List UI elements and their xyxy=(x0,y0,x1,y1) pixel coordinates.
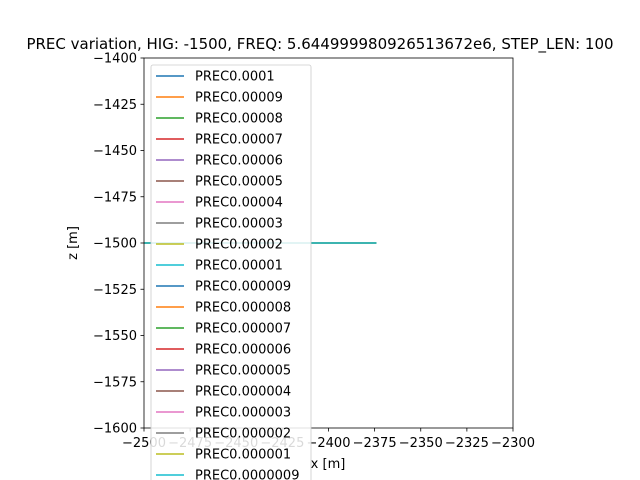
x-axis-label: x [m] xyxy=(311,457,346,472)
y-tick-label: −1525 xyxy=(93,283,137,298)
legend-entry: PREC0.000008 xyxy=(195,301,291,316)
legend-entry: PREC0.00005 xyxy=(195,175,283,190)
legend-entry: PREC0.0000009 xyxy=(195,469,299,480)
legend-entry: PREC0.00002 xyxy=(195,238,283,253)
legend-entry: PREC0.00007 xyxy=(195,133,283,148)
legend-entry: PREC0.00001 xyxy=(195,259,283,274)
legend-entry: PREC0.000005 xyxy=(195,364,291,379)
legend-entry: PREC0.000009 xyxy=(195,280,291,295)
legend-box xyxy=(150,64,312,480)
legend-entry: PREC0.000003 xyxy=(195,406,291,421)
legend-entry: PREC0.000007 xyxy=(195,322,291,337)
legend-entry: PREC0.00006 xyxy=(195,154,283,169)
y-tick-label: −1425 xyxy=(93,98,137,113)
legend-entry: PREC0.00009 xyxy=(195,91,283,106)
y-tick-label: −1600 xyxy=(93,422,137,437)
legend-entry: PREC0.00003 xyxy=(195,217,283,232)
y-tick-label: −1400 xyxy=(93,52,137,67)
legend-entry: PREC0.000002 xyxy=(195,427,291,442)
legend-entry: PREC0.00008 xyxy=(195,112,283,127)
x-tick-label: −2300 xyxy=(491,436,535,451)
y-tick-label: −1500 xyxy=(93,237,137,252)
chart-title: PREC variation, HIG: -1500, FREQ: 5.6449… xyxy=(26,35,613,54)
legend-entry: PREC0.000006 xyxy=(195,343,291,358)
legend-entry: PREC0.0001 xyxy=(195,70,275,85)
y-axis-label: z [m] xyxy=(66,226,81,260)
legend-entry: PREC0.00004 xyxy=(195,196,283,211)
legend-entry: PREC0.000001 xyxy=(195,448,291,463)
x-tick-label: −2400 xyxy=(307,436,351,451)
legend: PREC0.0001 PREC0.00009 PREC0.00008 PREC0.00… xyxy=(150,64,312,480)
y-tick-label: −1450 xyxy=(93,144,137,159)
y-axis: −1400 −1425 −1450 −1475 −1500 −1525 −1550 −1575… xyxy=(93,52,144,437)
x-tick-label: −2375 xyxy=(353,436,397,451)
x-tick-label: −2350 xyxy=(399,436,443,451)
x-tick-label: −2325 xyxy=(445,436,489,451)
y-tick-label: −1475 xyxy=(93,190,137,205)
legend-entry: PREC0.000004 xyxy=(195,385,291,400)
y-tick-label: −1575 xyxy=(93,375,137,390)
y-tick-label: −1550 xyxy=(93,329,137,344)
